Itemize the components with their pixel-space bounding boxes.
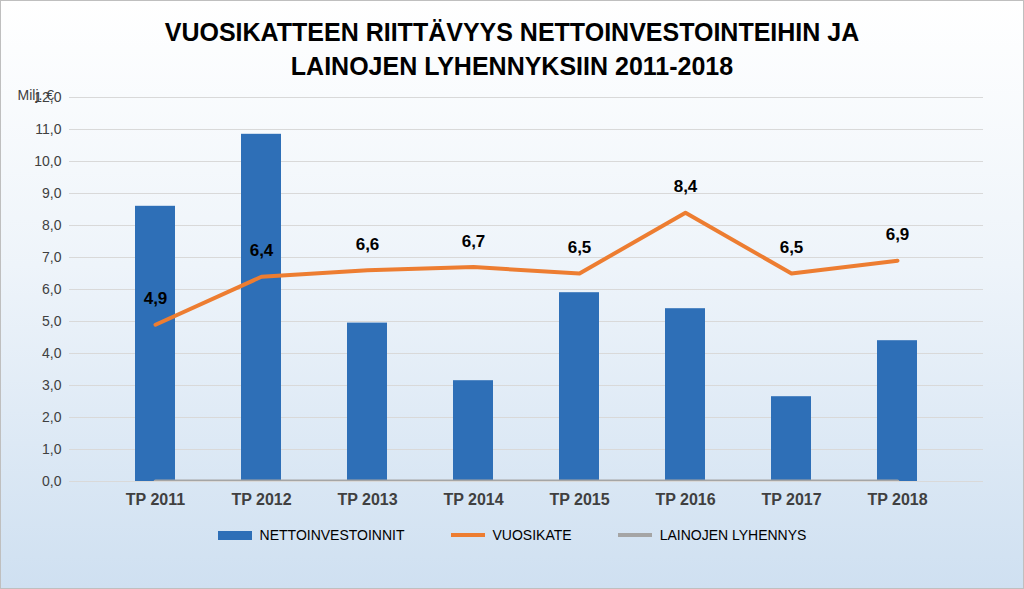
svg-text:5,0: 5,0 bbox=[42, 313, 62, 329]
svg-text:9,0: 9,0 bbox=[42, 185, 62, 201]
html-text:VUOSIKATTEEN RIITTÄVYYS NETTOI: VUOSIKATTEEN RIITTÄVYYS NETTOINVESTOINTE… bbox=[164, 18, 860, 80]
html-text:LAINOJEN LYHENNYS: LAINOJEN LYHENNYS bbox=[659, 527, 807, 543]
svg-text:TP 2014: TP 2014 bbox=[443, 491, 503, 508]
svg-text:4,0: 4,0 bbox=[42, 345, 62, 361]
svg-text:TP 2013: TP 2013 bbox=[337, 491, 397, 508]
svg-text:8,4: 8,4 bbox=[674, 177, 698, 196]
svg-text:TP 2012: TP 2012 bbox=[231, 491, 291, 508]
svg-text:7,0: 7,0 bbox=[42, 249, 62, 265]
svg-text:6,5: 6,5 bbox=[780, 238, 804, 257]
svg-text:TP 2018: TP 2018 bbox=[867, 491, 927, 508]
svg-text:6,4: 6,4 bbox=[250, 241, 274, 260]
svg-text:TP 2011: TP 2011 bbox=[126, 491, 185, 508]
html-text:NETTOINVESTOINNIT: NETTOINVESTOINNIT bbox=[259, 527, 405, 543]
svg-text:6,9: 6,9 bbox=[886, 225, 910, 244]
svg-text:0,0: 0,0 bbox=[42, 473, 62, 489]
html-text:VUOSIKATE: VUOSIKATE bbox=[492, 527, 572, 543]
svg-text:11,0: 11,0 bbox=[35, 121, 61, 137]
svg-text:6,5: 6,5 bbox=[568, 238, 592, 257]
svg-text:TP 2015: TP 2015 bbox=[549, 491, 609, 508]
svg-text:6,0: 6,0 bbox=[42, 281, 62, 297]
svg-text:4,9: 4,9 bbox=[144, 289, 168, 308]
svg-text:1,0: 1,0 bbox=[42, 441, 62, 457]
svg-text:Milj. €: Milj. € bbox=[18, 87, 55, 103]
svg-text:10,0: 10,0 bbox=[34, 153, 61, 169]
svg-text:6,7: 6,7 bbox=[462, 232, 486, 251]
svg-text:3,0: 3,0 bbox=[42, 377, 62, 393]
svg-text:6,6: 6,6 bbox=[356, 235, 380, 254]
svg-text:2,0: 2,0 bbox=[42, 409, 62, 425]
svg-text:8,0: 8,0 bbox=[42, 217, 62, 233]
svg-text:TP 2017: TP 2017 bbox=[761, 491, 821, 508]
svg-text:TP 2016: TP 2016 bbox=[655, 491, 715, 508]
